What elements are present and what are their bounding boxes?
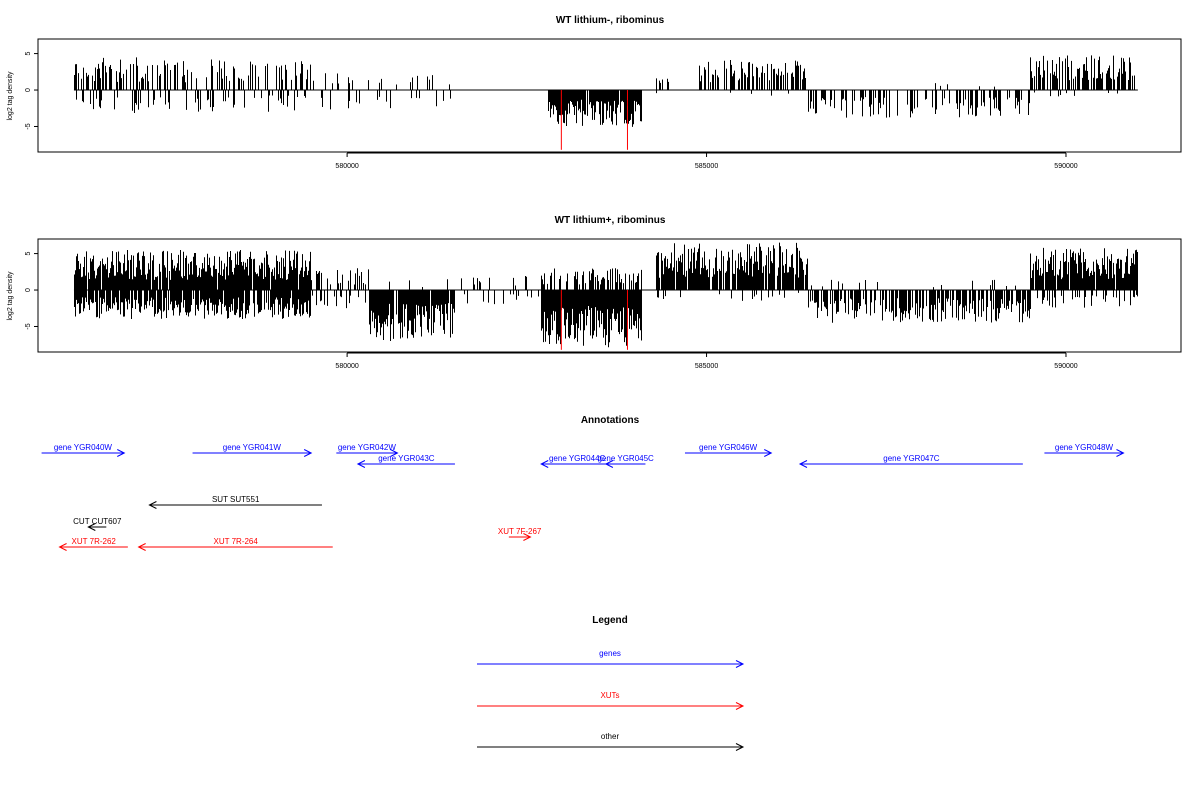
legend-items: genes XUTs other bbox=[477, 649, 745, 751]
annotation-label: gene YGR041W bbox=[223, 443, 282, 452]
annotation-label: XUT 7R-264 bbox=[214, 537, 259, 546]
annotation-arrow bbox=[41, 449, 126, 457]
annotation-label: SUT SUT551 bbox=[212, 495, 260, 504]
annotation-label: gene YGR046W bbox=[699, 443, 758, 452]
annotation-arrow bbox=[148, 501, 322, 509]
annotation-label: gene YGR045C bbox=[598, 454, 655, 463]
y-tick-label: -5 bbox=[25, 123, 32, 129]
track-panel-lithium-plus: WT lithium+, ribominus log2 tag density … bbox=[7, 215, 1182, 370]
legend-label: XUTs bbox=[600, 691, 619, 700]
panel-title: WT lithium-, ribominus bbox=[556, 15, 665, 26]
annotations-panel: Annotations gene YGR040W gene YGR041W gene… bbox=[41, 415, 1125, 551]
annotation-label: XUT 7R-262 bbox=[72, 537, 117, 546]
annotation-arrow bbox=[192, 449, 313, 457]
y-tick-label: 0 bbox=[25, 88, 32, 92]
annotation-arrow bbox=[1044, 449, 1125, 457]
annotation-label: XUT 7F-267 bbox=[498, 527, 542, 536]
legend-arrow bbox=[477, 660, 745, 668]
annotations-title: Annotations bbox=[581, 415, 640, 426]
legend-label: genes bbox=[599, 649, 621, 658]
annotation-arrow bbox=[137, 543, 333, 551]
x-tick-label: 580000 bbox=[335, 363, 358, 370]
y-tick-label: 0 bbox=[25, 288, 32, 292]
annotation-arrow bbox=[87, 523, 107, 531]
x-tick-label: 585000 bbox=[695, 163, 718, 170]
axes: 5 0 -5 580000 585000 590000 bbox=[25, 252, 1078, 370]
y-axis-label: log2 tag density bbox=[7, 271, 14, 321]
annotation-arrow bbox=[798, 460, 1023, 468]
annotation-arrow bbox=[540, 460, 614, 468]
y-tick-label: 5 bbox=[25, 252, 32, 256]
annotation-label: gene YGR048W bbox=[1055, 443, 1114, 452]
annotation-label: gene YGR044C bbox=[549, 454, 606, 463]
track-bars bbox=[73, 55, 1138, 150]
legend-title: Legend bbox=[592, 615, 628, 626]
annotation-arrow bbox=[356, 460, 455, 468]
annotation-arrow bbox=[604, 460, 646, 468]
legend-panel: Legend genes XUTs other bbox=[477, 615, 745, 751]
panel-title: WT lithium+, ribominus bbox=[555, 215, 666, 226]
y-tick-label: 5 bbox=[25, 52, 32, 56]
annotation-label: gene YGR040W bbox=[54, 443, 113, 452]
axes: 5 0 -5 580000 585000 590000 bbox=[25, 52, 1078, 170]
x-tick-label: 590000 bbox=[1054, 163, 1077, 170]
annotation-label: gene YGR042W bbox=[338, 443, 397, 452]
legend-arrow bbox=[477, 702, 745, 710]
annotation-arrow bbox=[58, 543, 128, 551]
track-bars bbox=[73, 242, 1138, 350]
annotation-arrow bbox=[684, 449, 773, 457]
legend-arrow bbox=[477, 743, 745, 751]
annotation-items: gene YGR040W gene YGR041W gene YGR042W gene… bbox=[41, 443, 1125, 551]
legend-label: other bbox=[601, 732, 620, 741]
annotation-arrow bbox=[336, 449, 399, 457]
x-tick-label: 580000 bbox=[335, 163, 358, 170]
y-axis-label: log2 tag density bbox=[7, 71, 14, 121]
annotation-label: gene YGR047C bbox=[883, 454, 940, 463]
x-tick-label: 585000 bbox=[695, 363, 718, 370]
annotation-arrow bbox=[508, 533, 532, 541]
track-panel-lithium-minus: WT lithium-, ribominus log2 tag density … bbox=[7, 15, 1182, 170]
y-tick-label: -5 bbox=[25, 323, 32, 329]
annotation-label: gene YGR043C bbox=[378, 454, 435, 463]
annotation-label: CUT CUT607 bbox=[73, 517, 122, 526]
x-tick-label: 590000 bbox=[1054, 363, 1077, 370]
